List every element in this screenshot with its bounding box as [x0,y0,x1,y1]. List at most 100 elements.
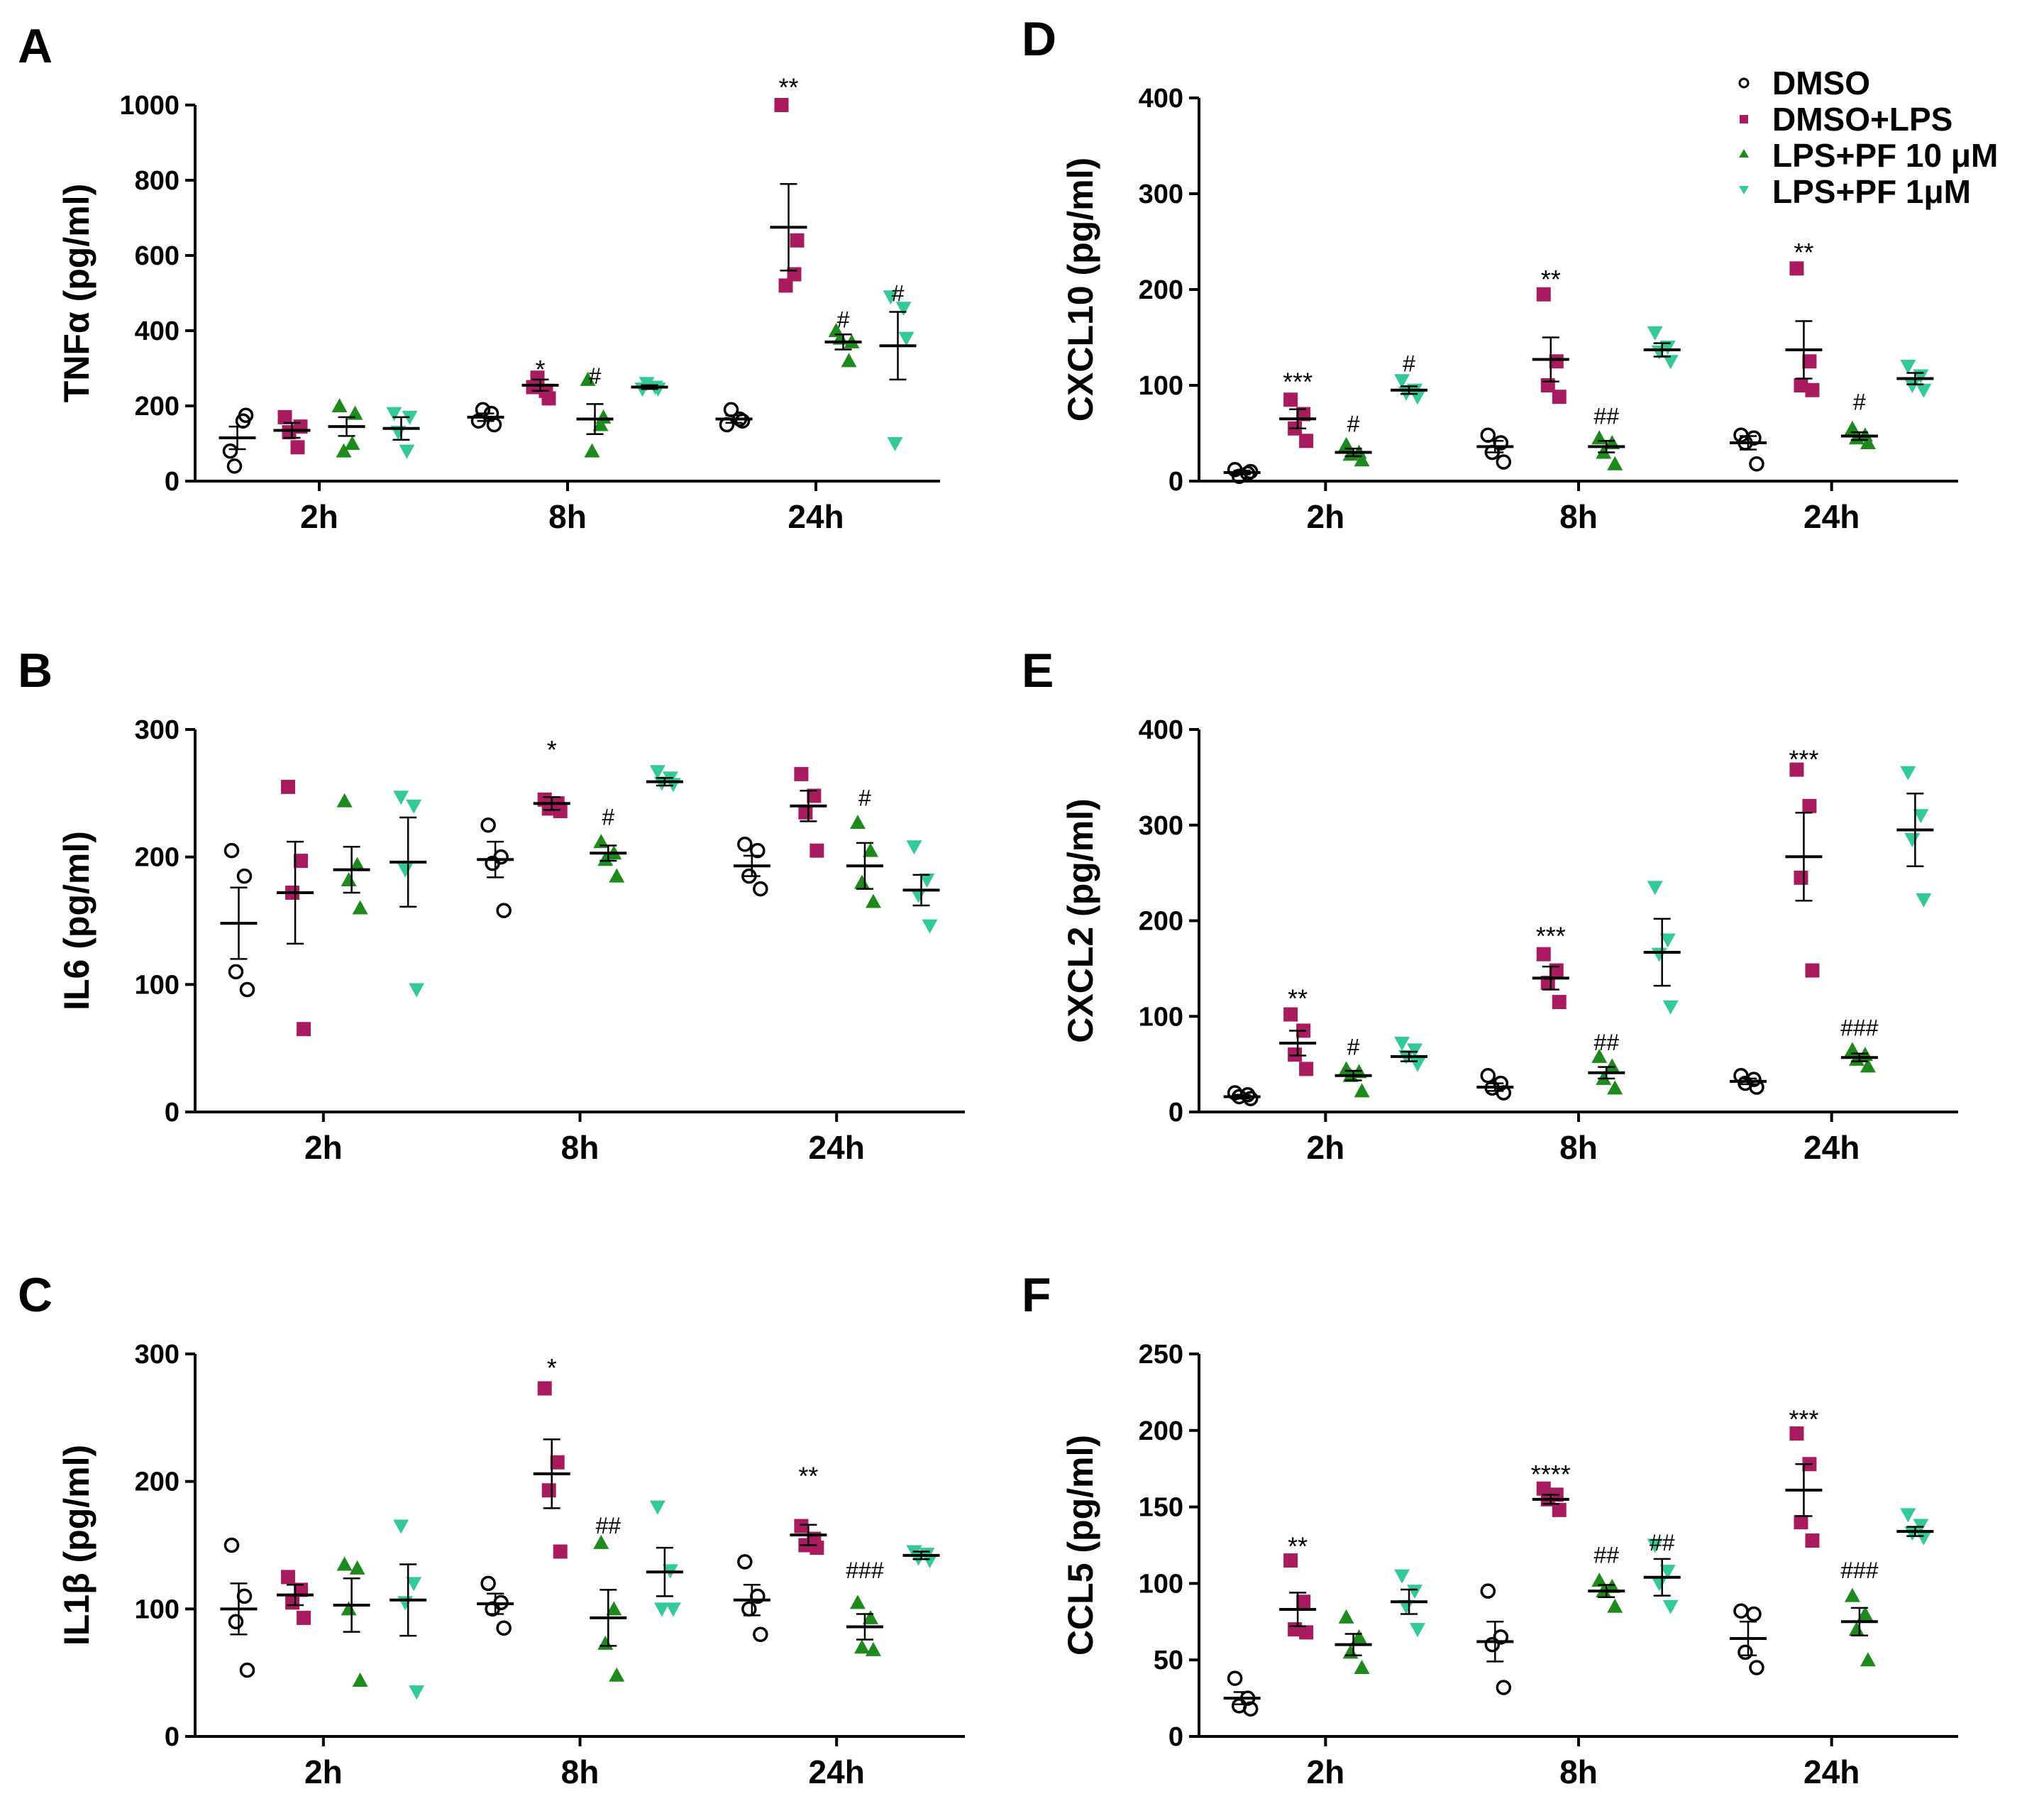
significance-star-label: ** [1288,1532,1308,1561]
data-point-dmso-lps [1283,1007,1298,1022]
y-axis-label: TNFα (pg/ml) [57,184,96,402]
data-point-dmso [238,407,254,423]
data-point-lps-pf1 [1662,1000,1679,1015]
data-point-lps-pf1 [393,1519,409,1534]
data-point-lps-pf1 [1407,1585,1423,1599]
legend-label-lps-pf10: LPS+PF 10 μM [1772,137,1998,174]
data-point-lps-pf10 [584,443,600,458]
data-point-lps-pf1 [653,776,670,791]
data-point-dmso [223,842,240,859]
data-point-lps-pf1 [1394,1036,1410,1051]
data-point-dmso [753,1626,768,1643]
significance-hash-label: ## [1593,404,1619,429]
data-point-dmso [1733,1603,1749,1619]
data-point-dmso-lps [297,1610,311,1625]
significance-star-label: *** [1789,744,1818,773]
panel-letter: E [1022,644,1054,698]
y-tick-label: 50 [1154,1646,1183,1675]
significance-hash-label: # [837,307,850,332]
data-point-lps-pf10 [862,842,878,857]
data-point-lps-pf10 [862,1609,878,1624]
x-category-label: 8h [561,1753,600,1790]
data-point-lps-pf1 [649,765,665,780]
data-point-dmso [1480,1583,1496,1599]
data-point-lps-pf10 [1354,452,1370,467]
x-category-label: 2h [1306,1129,1344,1166]
data-point-lps-pf10 [1860,435,1876,449]
y-tick-label: 0 [165,1098,179,1128]
y-tick-label: 400 [135,316,179,346]
data-point-lps-pf10 [341,1601,357,1616]
significance-hash-label: # [589,363,602,389]
data-point-dmso [1749,456,1764,472]
data-point-lps-pf1 [883,290,899,305]
data-point-lps-pf10 [865,893,881,908]
data-point-lps-pf1 [397,863,414,878]
y-axis-label: IL1β (pg/ml) [57,1445,96,1646]
data-point-lps-pf1 [1410,390,1426,405]
x-category-label: 8h [561,1129,600,1166]
data-point-lps-pf1 [1394,1569,1410,1584]
data-point-lps-pf10 [853,1639,870,1654]
x-category-label: 24h [1803,1753,1860,1790]
data-point-dmso [737,1554,753,1570]
y-tick-label: 100 [1139,1569,1183,1599]
data-point-lps-pf10 [1848,1621,1865,1636]
data-point-lps-pf10 [841,353,857,368]
y-tick-label: 100 [1139,371,1183,401]
significance-hash-label: # [892,280,905,306]
x-category-label: 24h [1803,498,1860,535]
significance-hash-label: ## [595,1513,621,1538]
data-point-dmso-lps [550,1455,565,1470]
y-tick-label: 200 [135,1467,179,1497]
data-point-lps-pf1 [1410,1623,1426,1638]
data-point-lps-pf10 [352,900,368,915]
data-point-dmso-lps [294,1582,309,1597]
legend-marker-dmso-lps [1740,115,1748,123]
y-tick-label: 150 [1139,1493,1183,1523]
data-point-dmso-lps [1283,392,1298,407]
data-point-lps-pf10 [1607,1598,1623,1613]
data-point-lps-pf1 [910,888,927,903]
significance-star-label: * [535,355,545,384]
significance-star-label: * [547,1353,557,1382]
data-point-lps-pf10 [609,868,625,883]
data-point-dmso-lps [1802,798,1817,813]
y-tick-label: 300 [135,1340,179,1370]
data-point-lps-pf1 [399,444,415,459]
data-point-lps-pf10 [606,1601,622,1616]
legend: DMSO DMSO+LPS LPS+PF 10 μM LPS+PF 1μM [1738,65,1998,210]
significance-star-label: ** [798,1462,818,1491]
significance-star-label: *** [1789,1405,1818,1434]
data-point-lps-pf10 [352,1672,368,1687]
data-point-lps-pf1 [406,799,422,814]
data-point-dmso-lps [1794,870,1808,885]
data-point-lps-pf1 [1916,383,1932,398]
data-point-lps-pf1 [1647,1538,1663,1553]
data-point-dmso-lps [794,1519,809,1533]
data-point-lps-pf10 [1607,456,1623,470]
data-point-dmso-lps [297,1022,311,1037]
significance-star-label: * [547,735,557,764]
data-point-dmso [480,817,496,833]
legend-marker-lps-pf1 [1739,186,1749,194]
data-point-dmso-lps [778,278,793,293]
data-point-dmso [753,881,768,897]
significance-hash-label: ### [1840,1558,1879,1583]
data-point-lps-pf1 [639,377,655,392]
data-point-lps-pf10 [1607,1080,1623,1095]
data-point-dmso-lps [1789,1426,1804,1441]
data-point-lps-pf10 [1338,1609,1354,1624]
data-point-dmso [737,836,753,852]
data-point-lps-pf1 [1904,379,1921,393]
data-point-dmso-lps [1299,1625,1314,1640]
data-point-lps-pf10 [1860,1058,1876,1073]
data-point-lps-pf10 [1604,1058,1620,1073]
data-point-dmso [496,1620,512,1636]
panel-letter: F [1022,1268,1051,1322]
data-point-dmso-lps [1288,1047,1303,1062]
data-point-lps-pf10 [349,857,365,871]
data-point-dmso [1746,1606,1762,1622]
data-point-lps-pf10 [1591,430,1608,445]
